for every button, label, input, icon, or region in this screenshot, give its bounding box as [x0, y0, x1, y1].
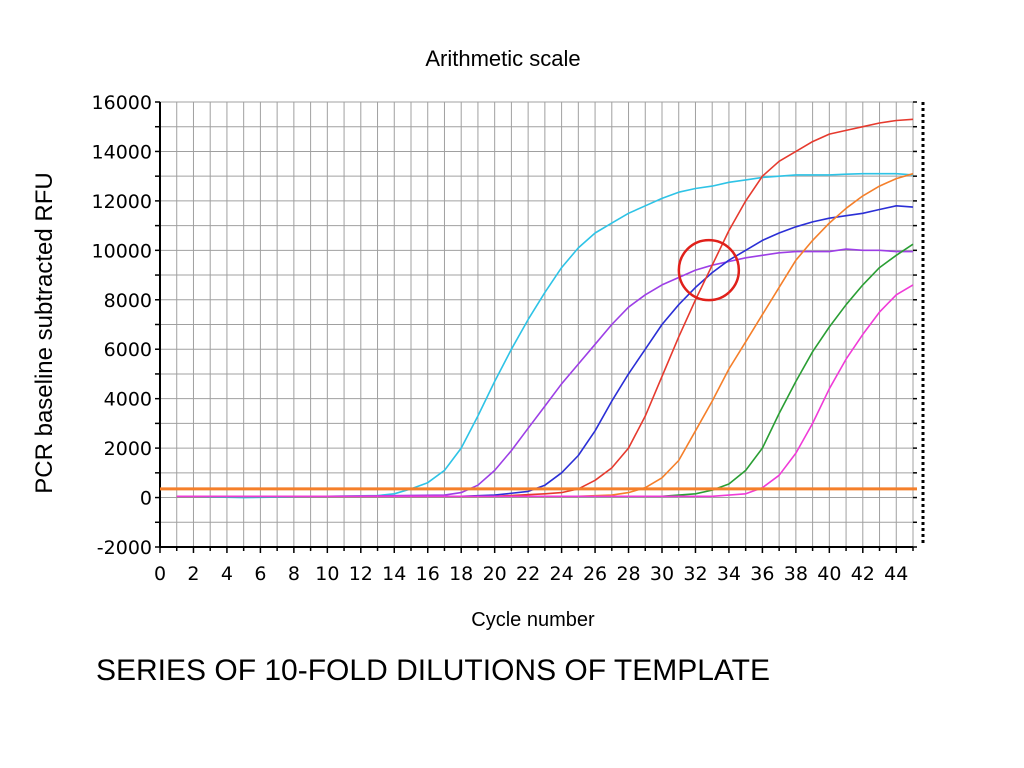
- x-tick-label: 30: [650, 563, 674, 585]
- x-tick-label: 44: [884, 563, 908, 585]
- x-tick-label: 10: [315, 563, 339, 585]
- x-tick-label: 34: [717, 563, 741, 585]
- series-line: [176, 248, 913, 498]
- chart-title: Arithmetic scale: [425, 46, 580, 71]
- chart-series: [176, 118, 914, 499]
- x-tick-label: 20: [483, 563, 507, 585]
- x-tick-label: 2: [187, 563, 199, 585]
- chart-axes: -200002000400060008000100001200014000160…: [92, 92, 925, 585]
- x-tick-label: 36: [750, 563, 774, 585]
- x-tick-label: 12: [349, 563, 373, 585]
- x-tick-label: 6: [254, 563, 266, 585]
- x-tick-label: 42: [851, 563, 875, 585]
- pcr-amplification-chart: Arithmetic scale -2000020004000600080001…: [31, 46, 925, 631]
- y-tick-label: 2000: [104, 438, 152, 460]
- y-axis-label: PCR baseline subtracted RFU: [31, 172, 58, 493]
- slide-caption: SERIES OF 10-FOLD DILUTIONS OF TEMPLATE: [96, 654, 771, 687]
- x-tick-label: 22: [516, 563, 540, 585]
- series-line: [176, 284, 914, 498]
- x-tick-label: 32: [683, 563, 707, 585]
- x-tick-label: 0: [154, 563, 166, 585]
- x-tick-label: 26: [583, 563, 607, 585]
- x-tick-label: 38: [784, 563, 808, 585]
- chart-grid: [159, 101, 914, 548]
- x-tick-label: 24: [550, 563, 574, 585]
- y-tick-label: 4000: [104, 389, 152, 411]
- y-tick-label: 8000: [104, 290, 152, 312]
- y-tick-label: 10000: [92, 240, 152, 262]
- x-tick-label: 8: [288, 563, 300, 585]
- y-tick-label: 6000: [104, 339, 152, 361]
- x-tick-label: 18: [449, 563, 473, 585]
- y-tick-label: 12000: [92, 191, 152, 213]
- y-tick-label: 14000: [92, 141, 152, 163]
- x-tick-label: 40: [817, 563, 841, 585]
- chart-annotations: [160, 238, 917, 491]
- y-tick-label: -2000: [97, 537, 152, 559]
- x-tick-label: 16: [416, 563, 440, 585]
- series-line: [176, 205, 914, 498]
- y-tick-label: 16000: [92, 92, 152, 114]
- x-axis-label: Cycle number: [471, 609, 595, 631]
- series-line: [176, 172, 914, 498]
- x-tick-label: 28: [616, 563, 640, 585]
- series-line: [176, 243, 914, 498]
- y-tick-label: 0: [140, 488, 152, 510]
- x-tick-label: 4: [221, 563, 233, 585]
- series-line: [176, 172, 914, 499]
- x-tick-label: 14: [382, 563, 406, 585]
- highlight-circle: [677, 238, 741, 302]
